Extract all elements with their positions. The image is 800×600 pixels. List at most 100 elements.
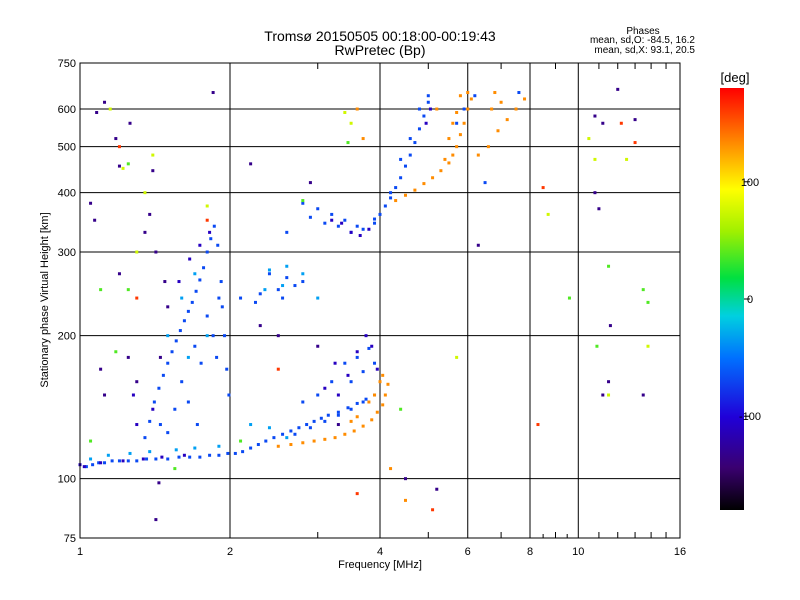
phase-stats-heading: Phases — [626, 26, 659, 37]
data-point — [186, 355, 190, 359]
data-point — [394, 186, 398, 190]
data-point — [447, 137, 451, 141]
data-point — [367, 400, 371, 404]
data-point — [163, 280, 167, 284]
data-point — [190, 300, 194, 304]
data-point — [276, 367, 280, 371]
data-point — [131, 393, 135, 397]
data-point — [346, 406, 350, 410]
x-tick-label: 1 — [77, 546, 83, 558]
data-point — [301, 272, 305, 276]
y-axis-ticks: 75 100 200 300 400 500 600 750 — [58, 58, 76, 545]
phase-stats: Phases mean, sd,O: -84.5, 16.2 mean, sd,… — [590, 26, 695, 56]
data-point — [336, 423, 340, 427]
data-point — [152, 400, 156, 404]
data-point — [285, 264, 289, 268]
data-point — [157, 481, 161, 485]
data-point — [608, 324, 612, 328]
data-point — [166, 361, 170, 365]
data-point — [126, 288, 130, 292]
data-point — [193, 446, 197, 450]
data-point — [293, 432, 297, 436]
data-point — [182, 319, 186, 323]
data-point — [205, 204, 209, 208]
data-point — [361, 137, 365, 141]
data-point — [349, 380, 353, 384]
data-point — [301, 400, 305, 404]
data-point — [188, 455, 192, 459]
data-point — [141, 457, 145, 461]
data-point — [399, 407, 403, 411]
data-point — [355, 415, 359, 419]
data-point — [316, 296, 320, 300]
data-point — [466, 91, 470, 95]
data-point — [593, 114, 597, 118]
data-point — [349, 419, 353, 423]
data-point — [166, 305, 170, 309]
data-point — [193, 272, 197, 276]
data-point — [220, 305, 224, 309]
data-point — [263, 288, 267, 292]
data-point — [355, 355, 359, 359]
data-point — [267, 426, 271, 430]
data-point — [607, 393, 611, 397]
data-point — [523, 97, 527, 101]
data-point — [154, 518, 158, 522]
data-point — [170, 350, 174, 354]
data-point — [177, 280, 181, 284]
data-point — [426, 94, 430, 98]
data-point — [285, 230, 289, 234]
data-point — [435, 107, 439, 111]
data-point — [208, 453, 212, 457]
data-point — [641, 288, 645, 292]
data-point — [607, 380, 611, 384]
data-point — [99, 461, 103, 465]
data-point — [199, 361, 203, 365]
data-point — [476, 153, 480, 157]
data-point — [180, 296, 184, 300]
data-point — [355, 350, 359, 354]
data-point — [114, 137, 118, 141]
y-tick-label: 300 — [58, 247, 76, 259]
data-point — [646, 300, 650, 304]
data-point — [226, 451, 230, 455]
data-point — [333, 436, 337, 440]
data-point — [536, 423, 540, 427]
data-point — [227, 393, 231, 397]
data-point — [297, 426, 301, 430]
data-point — [349, 121, 353, 125]
data-point — [212, 224, 216, 228]
data-point — [209, 237, 213, 241]
data-point — [593, 157, 597, 161]
data-point — [285, 276, 289, 280]
data-point — [514, 107, 518, 111]
y-tick-label: 200 — [58, 331, 76, 343]
data-point — [99, 288, 103, 292]
data-point — [121, 166, 125, 170]
data-point — [126, 162, 130, 166]
data-point — [607, 264, 611, 268]
y-tick-label: 100 — [58, 474, 76, 486]
data-point — [413, 141, 417, 145]
data-point — [158, 423, 162, 427]
data-point — [355, 401, 359, 405]
data-point — [82, 465, 86, 469]
data-point — [323, 386, 327, 390]
data-point — [128, 451, 132, 455]
data-point — [625, 157, 629, 161]
data-point — [217, 453, 221, 457]
data-point — [408, 153, 412, 157]
data-point — [399, 157, 403, 161]
data-point — [601, 121, 605, 125]
data-point — [343, 361, 347, 365]
colorbar-tick-label: 100 — [741, 177, 759, 189]
data-point — [194, 289, 198, 293]
data-point — [108, 107, 112, 111]
data-point — [364, 334, 368, 338]
data-point — [135, 459, 139, 463]
data-point — [97, 461, 101, 465]
data-point — [505, 118, 509, 122]
data-point — [601, 393, 605, 397]
data-point — [336, 410, 340, 414]
